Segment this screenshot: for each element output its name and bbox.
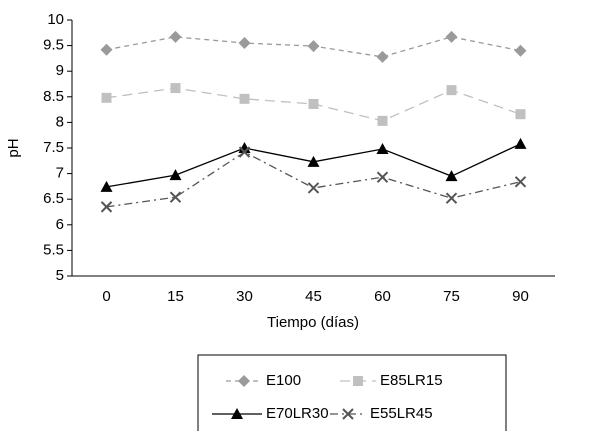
- y-tick-label: 7.5: [43, 139, 64, 156]
- y-tick-label: 8: [56, 113, 64, 130]
- y-tick-label: 7: [56, 165, 64, 182]
- data-point: [514, 176, 527, 188]
- data-point: [376, 143, 389, 155]
- legend-marker: [353, 376, 363, 386]
- data-point: [169, 169, 182, 181]
- y-tick-label: 6.5: [43, 190, 64, 207]
- data-point: [446, 85, 457, 96]
- data-point: [169, 191, 182, 203]
- data-point: [514, 44, 527, 57]
- data-point: [169, 30, 182, 43]
- legend-marker: [231, 408, 243, 419]
- x-tick-label: 0: [102, 288, 110, 305]
- data-point: [377, 115, 388, 126]
- x-tick-label: 60: [374, 288, 391, 305]
- legend-label: E55LR45: [370, 405, 433, 422]
- data-point: [307, 155, 320, 167]
- y-tick-label: 9: [56, 62, 64, 79]
- legend-marker: [342, 408, 354, 420]
- x-tick-label: 30: [236, 288, 253, 305]
- y-tick-label: 6: [56, 216, 64, 233]
- data-point: [445, 192, 458, 204]
- legend-label: E85LR15: [380, 372, 443, 389]
- legend-marker: [238, 375, 250, 387]
- x-tick-label: 45: [305, 288, 322, 305]
- x-tick-label: 75: [443, 288, 460, 305]
- legend-label: E100: [266, 372, 301, 389]
- data-point: [308, 98, 319, 109]
- x-axis-label: Tiempo (días): [267, 314, 359, 331]
- data-point: [445, 30, 458, 43]
- legend-label: E70LR30: [266, 405, 329, 422]
- y-tick-label: 10: [47, 11, 64, 28]
- data-point: [445, 170, 458, 182]
- y-tick-label: 8.5: [43, 88, 64, 105]
- data-point: [238, 37, 251, 50]
- data-point: [514, 137, 527, 149]
- data-point: [100, 43, 113, 56]
- data-point: [376, 50, 389, 63]
- data-point: [239, 93, 250, 104]
- data-point: [170, 83, 181, 94]
- x-tick-label: 15: [167, 288, 184, 305]
- data-point: [100, 180, 113, 192]
- data-point: [307, 182, 320, 194]
- y-axis-label: pH: [5, 138, 22, 157]
- y-tick-label: 9.5: [43, 37, 64, 54]
- data-point: [101, 92, 112, 103]
- legend-box: [197, 354, 507, 431]
- y-tick-label: 5: [56, 267, 64, 284]
- data-point: [307, 40, 320, 53]
- data-point: [376, 171, 389, 183]
- x-tick-label: 90: [512, 288, 529, 305]
- data-point: [515, 109, 526, 120]
- data-point: [100, 201, 113, 213]
- y-tick-label: 5.5: [43, 241, 64, 258]
- data-point: [238, 146, 251, 158]
